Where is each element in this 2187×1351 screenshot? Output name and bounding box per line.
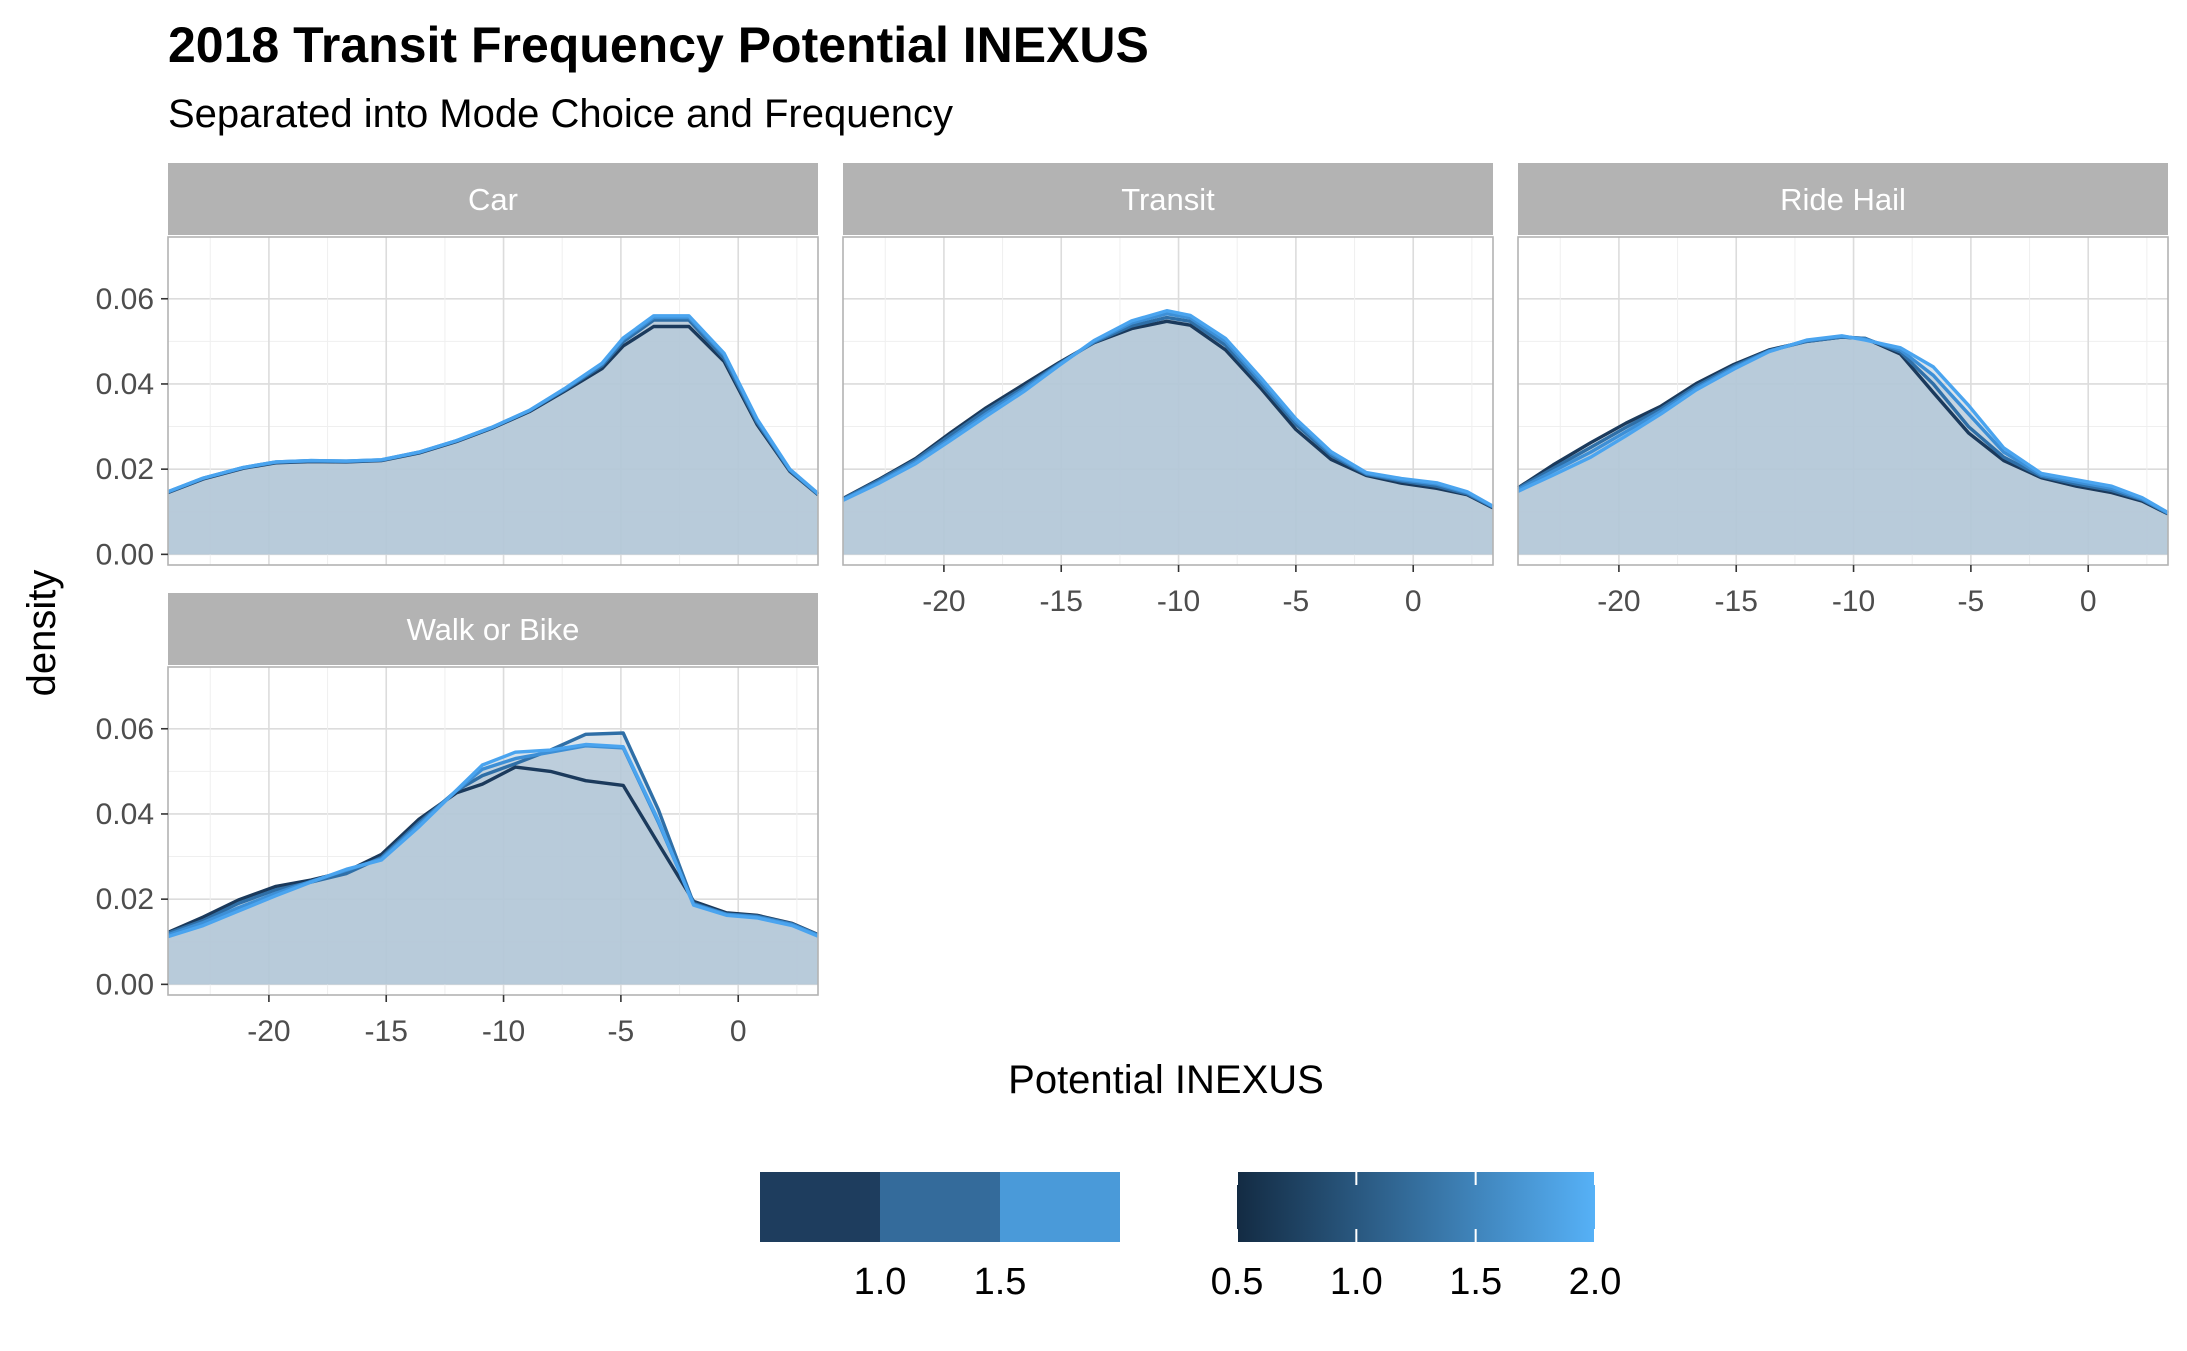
facet-panel: Walk or Bike 0.00 0.02 0.04 0.06 -20 -15 -10 -5 0 bbox=[96, 593, 819, 1048]
y-tick-label: 0.06 bbox=[96, 283, 154, 316]
x-tick-label: -15 bbox=[365, 1015, 408, 1048]
legend-label: 1.0 bbox=[854, 1261, 907, 1303]
x-tick-label: -20 bbox=[1597, 585, 1640, 618]
density-area bbox=[1518, 335, 2168, 555]
x-tick-label: -10 bbox=[482, 1015, 525, 1048]
panel-border bbox=[167, 236, 819, 566]
panel-border bbox=[167, 666, 819, 996]
x-tick-label: -5 bbox=[1283, 585, 1310, 618]
facet-strip bbox=[168, 593, 818, 665]
x-axis-title: Potential INEXUS bbox=[1008, 1058, 1324, 1102]
panel-border bbox=[1517, 236, 2169, 566]
facet-strip-label: Ride Hail bbox=[1780, 182, 1906, 217]
x-tick-label: -15 bbox=[1715, 585, 1758, 618]
density-line bbox=[842, 319, 1494, 510]
density-line bbox=[1517, 334, 2169, 515]
legend-label: 2.0 bbox=[1569, 1261, 1622, 1303]
x-tick-label: -5 bbox=[608, 1015, 635, 1048]
y-tick-label: 0.04 bbox=[96, 798, 154, 831]
chart-title: 2018 Transit Frequency Potential INEXUS bbox=[168, 17, 1149, 73]
density-area bbox=[168, 315, 818, 555]
y-tick-label: 0.00 bbox=[96, 538, 154, 571]
facet-strip-label: Walk or Bike bbox=[407, 612, 580, 647]
x-tick-label: -10 bbox=[1157, 585, 1200, 618]
legend-label: 1.0 bbox=[1330, 1261, 1383, 1303]
y-tick-label: 0.02 bbox=[96, 453, 154, 486]
facet-strip bbox=[843, 163, 1493, 235]
facet-strip-label: Car bbox=[468, 182, 518, 217]
legend-colorbar-gradient bbox=[1237, 1172, 1595, 1242]
legend-label: 1.5 bbox=[974, 1261, 1027, 1303]
chart-subtitle: Separated into Mode Choice and Frequency bbox=[168, 92, 953, 136]
x-tick-label: -10 bbox=[1832, 585, 1875, 618]
panel-border bbox=[842, 236, 1494, 566]
density-line bbox=[167, 742, 819, 939]
y-tick-label: 0.02 bbox=[96, 883, 154, 916]
legend-colorbar: 0.5 1.0 1.5 2.0 bbox=[1211, 1172, 1622, 1303]
facet-strip bbox=[168, 163, 818, 235]
density-line bbox=[842, 309, 1494, 508]
y-tick-label: 0.06 bbox=[96, 713, 154, 746]
density-line bbox=[167, 314, 820, 495]
x-tick-label: -20 bbox=[247, 1015, 290, 1048]
x-tick-label: -5 bbox=[1958, 585, 1985, 618]
y-tick-label: 0.00 bbox=[96, 968, 154, 1001]
legend-swatch bbox=[760, 1172, 880, 1242]
legend-discrete: 1.0 1.5 bbox=[760, 1172, 1120, 1303]
facet-strip bbox=[1518, 163, 2168, 235]
x-tick-label: 0 bbox=[1405, 585, 1422, 618]
x-tick-label: -15 bbox=[1040, 585, 1083, 618]
density-area bbox=[168, 744, 818, 985]
facet-panel: Car 0.00 0.02 0.04 0.06 bbox=[96, 163, 820, 571]
y-tick-label: 0.04 bbox=[96, 368, 154, 401]
x-tick-label: 0 bbox=[2080, 585, 2097, 618]
density-area bbox=[843, 310, 1493, 555]
legend-swatch bbox=[1000, 1172, 1120, 1242]
x-tick-label: -20 bbox=[922, 585, 965, 618]
legend-label: 1.5 bbox=[1449, 1261, 1502, 1303]
facet-strip-label: Transit bbox=[1121, 182, 1215, 217]
x-tick-label: 0 bbox=[730, 1015, 747, 1048]
legend-swatch bbox=[880, 1172, 1000, 1242]
legend-label: 0.5 bbox=[1211, 1261, 1264, 1303]
y-axis-title: density bbox=[20, 570, 64, 697]
facet-panel: Ride Hail -20 -15 -10 -5 0 bbox=[1517, 163, 2169, 618]
facet-panel: Transit -20 -15 -10 -5 0 bbox=[842, 163, 1494, 618]
legends: 1.0 1.5 0.5 1.0 1.5 2.0 bbox=[760, 1172, 1621, 1303]
